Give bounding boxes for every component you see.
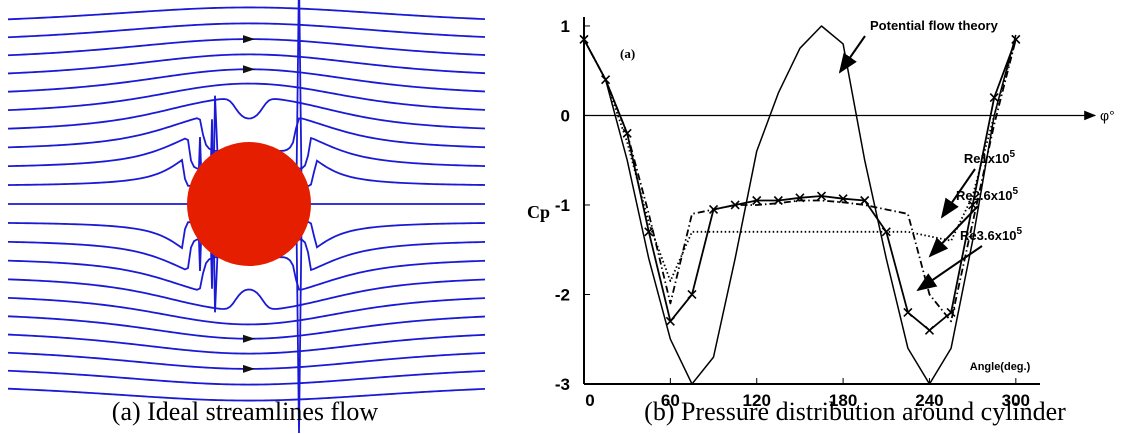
annotation-exponent: 5	[1009, 149, 1015, 160]
streamline	[7, 369, 486, 386]
annotation-exponent: 5	[1016, 226, 1022, 237]
point-marker	[946, 307, 956, 317]
annotation-arrow	[916, 245, 983, 292]
annotation-exponent: 5	[1012, 186, 1018, 197]
point-marker	[708, 204, 719, 215]
point-marker	[730, 200, 740, 210]
annotation-text: Re3.6x10	[960, 228, 1016, 243]
annotation-text: Potential flow theory	[870, 18, 999, 33]
flow-arrow	[243, 65, 255, 74]
point-marker	[816, 191, 827, 201]
x-tick-label: 180	[829, 391, 857, 410]
flow-arrow	[243, 334, 255, 343]
panel-label: (a)	[620, 46, 635, 61]
y-tick-label: 1	[561, 17, 570, 36]
series-line	[583, 38, 1017, 323]
streamline	[7, 297, 486, 326]
streamline	[7, 22, 486, 39]
caption: (b) Pressure distribution around cylinde…	[644, 397, 1066, 426]
point-marker	[622, 128, 632, 138]
streamline	[7, 315, 486, 340]
point-marker	[1011, 34, 1021, 44]
point-marker	[644, 227, 654, 237]
streamline	[7, 53, 486, 75]
streamline	[7, 278, 486, 310]
y-tick-label: -3	[555, 375, 570, 394]
point-marker	[903, 307, 913, 317]
flow-arrow	[243, 364, 255, 373]
annotation-arrow	[928, 205, 979, 258]
series-line	[583, 38, 1017, 282]
streamline	[7, 98, 486, 130]
point-marker	[795, 193, 805, 203]
annotation: Potential flow theory	[870, 18, 999, 33]
x-tick-label: 120	[743, 391, 771, 410]
x-tick-label: 0	[585, 391, 594, 410]
cylinder	[187, 142, 311, 266]
streamline	[7, 387, 486, 402]
point-marker	[860, 195, 870, 206]
point-marker	[601, 75, 611, 85]
y-tick-label: -1	[555, 196, 570, 215]
y-tick-label: -2	[555, 285, 570, 304]
point-marker	[924, 325, 935, 335]
annotation: Re3.6x105	[960, 226, 1022, 243]
point-marker	[579, 34, 589, 44]
annotation-text: Re1x10	[964, 151, 1010, 166]
streamline	[7, 333, 486, 355]
y-tick-label: 0	[561, 106, 570, 125]
x-tick-label: 240	[915, 391, 943, 410]
point-marker	[665, 316, 675, 326]
streamline-diagram	[7, 0, 486, 433]
streamline	[7, 6, 486, 21]
x-tick-label: 60	[661, 391, 680, 410]
caption: (a) Ideal streamlines flow	[112, 397, 379, 426]
axis-symbol: φ°	[1100, 107, 1115, 123]
point-marker	[989, 92, 999, 103]
y-axis-label: Cp	[527, 202, 550, 222]
series-line	[583, 38, 1017, 332]
annotation-arrow	[838, 35, 866, 74]
point-marker	[881, 227, 891, 237]
x-tick-label: 300	[1002, 391, 1030, 410]
streamline	[7, 82, 486, 111]
series-line	[583, 25, 1017, 385]
pressure-chart: 1 0 -1 -2 -3 0 60 120 180 240 300 (a) Cp Angle(deg.) φ…	[527, 17, 1115, 410]
annotation-text: Re2.6x10	[956, 188, 1012, 203]
point-marker	[838, 194, 848, 204]
streamline	[7, 68, 486, 93]
point-marker	[687, 289, 697, 300]
x-axis-label: Angle(deg.)	[970, 361, 1031, 373]
point-marker	[773, 195, 783, 206]
annotation-arrow	[940, 168, 976, 219]
annotation: Re1x105	[964, 149, 1016, 166]
point-marker	[752, 195, 762, 206]
annotation: Re2.6x105	[956, 186, 1018, 203]
flow-arrow	[243, 35, 255, 44]
